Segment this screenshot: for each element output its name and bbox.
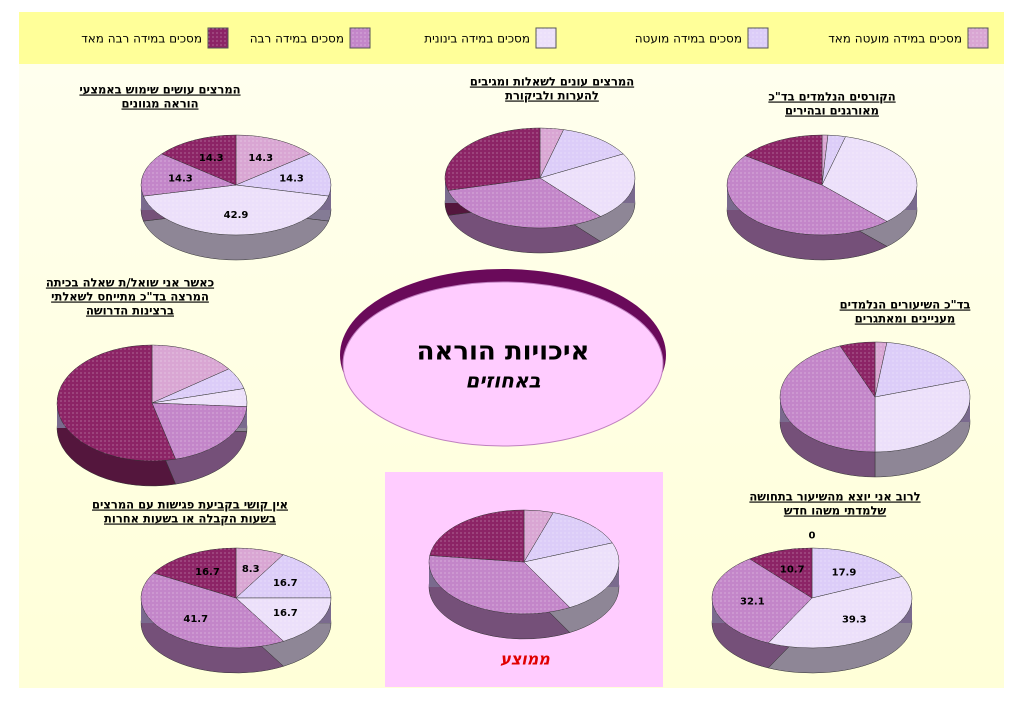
legend-swatch-pattern [350,28,370,48]
legend-swatch-pattern [748,28,768,48]
chart-title: שלמדתי משהו חדש [784,504,887,518]
pie-slice-pattern [153,548,236,598]
data-label: 16.7 [273,608,298,619]
pie-slice-pattern [447,178,601,228]
data-label: 17.9 [832,568,857,579]
pie-slice-pattern [780,345,875,452]
chart-title: מאורגנים ובהירים [785,104,879,118]
legend-label: מסכים במידה מועטה מאד [828,32,962,46]
pie-slice-pattern [152,403,247,460]
chart-title: להערות ולביקורת [505,89,599,103]
chart-title: המרצים עושים שימוש באמצעי [79,83,240,97]
pie-slice-pattern [236,135,311,185]
pie-slice-pattern [540,153,636,217]
pie-slice-pattern [152,345,229,403]
pie-slice-pattern [56,345,176,461]
chart-title: ברצינות הדרושה [86,304,174,318]
chart-title: אין קושי בקביעת פגישות עם המרצים [92,498,288,512]
average-label: ממוצע [500,650,550,669]
pie-slice-pattern [152,388,248,407]
pie-slice-pattern [822,136,918,222]
chart-title: כאשר אני שואל/ת שאלה בכיתה [46,276,214,290]
chart-title: בד"כ השיעורים הנלמדים [840,298,971,312]
pie-slice-pattern [141,153,236,197]
chart-title: לרוב אני יוצא מהשיעור בתחושה [749,490,920,504]
pie-slice-pattern [524,542,619,608]
data-label: 16.7 [273,578,298,589]
pie-slice-pattern [711,558,812,643]
chart-title: בשעות הקבלה או בשעות אחרות [104,512,276,526]
pie-slice-pattern [540,129,624,178]
pie-slice-pattern [161,135,236,185]
pie-slice-pattern [236,548,284,598]
pie-slice-pattern [745,135,822,185]
pie-slice-pattern [524,512,613,562]
pie-slice-pattern [429,510,524,562]
legend-swatch-pattern [968,28,988,48]
center-subtitle: באחוזים [465,369,540,393]
data-label: 32.1 [740,596,765,607]
data-label: 14.3 [168,173,193,184]
pie-slice-pattern [236,153,331,197]
chart-title: המרצה בד"כ מתייחס לשאלתי [51,290,209,304]
center-title: איכויות הוראה [417,337,590,367]
data-label: 42.9 [224,210,249,221]
data-label: 14.3 [248,153,273,164]
pie-slice-pattern [236,554,331,598]
pie-slice-pattern [524,510,554,562]
data-label: 16.7 [195,567,220,578]
legend-swatch-pattern [536,28,556,48]
pie-slice-pattern [726,155,888,236]
data-label: 41.7 [183,614,208,625]
legend-bar [19,12,1004,64]
pie-slice-pattern [152,368,245,403]
chart-title: מעניינים ומאתגרים [855,312,956,326]
pie-slice-pattern [236,597,331,642]
pie-slice-pattern [143,185,329,236]
pie-slice-pattern [875,342,966,397]
pie-slice-pattern [875,380,970,452]
legend-label: מסכים במידה מועטה [635,32,742,46]
legend-label: מסכים במידה רבה [250,32,344,46]
pie-slice-pattern [444,128,540,191]
legend-swatch-pattern [208,28,228,48]
data-label: 14.3 [199,153,224,164]
pie-slice-pattern [812,548,903,598]
data-label: 14.3 [279,173,304,184]
legend-label: מסכים במידה בינונית [424,32,530,46]
data-label: 8.3 [242,564,260,575]
chart-title: המרצים עונים לשאלות ומגיבים [470,75,634,89]
chart-title: הקורסים הנלמדים בד"כ [768,90,895,104]
legend-label: מסכים במידה רבה מאד [81,32,202,46]
pie-slice-pattern [749,548,812,598]
data-label: 10.7 [780,565,805,576]
pie-slice-pattern [429,555,570,614]
center-ellipse [342,281,664,447]
pie-slice-pattern [840,342,875,397]
data-label: 0 [809,531,816,542]
pie-slice-pattern [140,573,284,649]
pie-slice-pattern [768,576,912,648]
chart-title: הוראה מגוונים [121,97,198,111]
data-label: 39.3 [842,614,867,625]
